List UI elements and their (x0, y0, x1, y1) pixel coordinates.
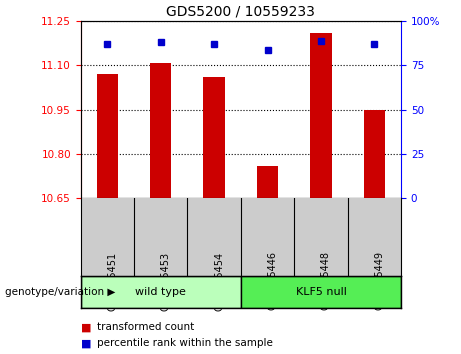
Text: ■: ■ (81, 322, 91, 332)
Bar (150, 63, 171, 198)
Text: wild type: wild type (136, 287, 186, 297)
Bar (203, 77, 225, 198)
Text: percentile rank within the sample: percentile rank within the sample (97, 338, 273, 348)
Bar (310, 33, 331, 198)
Bar (241, 276, 401, 308)
Text: ■: ■ (81, 338, 91, 348)
Bar (81, 276, 241, 308)
Text: KLF5 null: KLF5 null (296, 287, 346, 297)
Bar (364, 110, 385, 198)
Text: transformed count: transformed count (97, 322, 194, 332)
Text: genotype/variation ▶: genotype/variation ▶ (5, 287, 115, 297)
Title: GDS5200 / 10559233: GDS5200 / 10559233 (166, 5, 315, 19)
Bar (97, 74, 118, 198)
Bar (257, 166, 278, 198)
